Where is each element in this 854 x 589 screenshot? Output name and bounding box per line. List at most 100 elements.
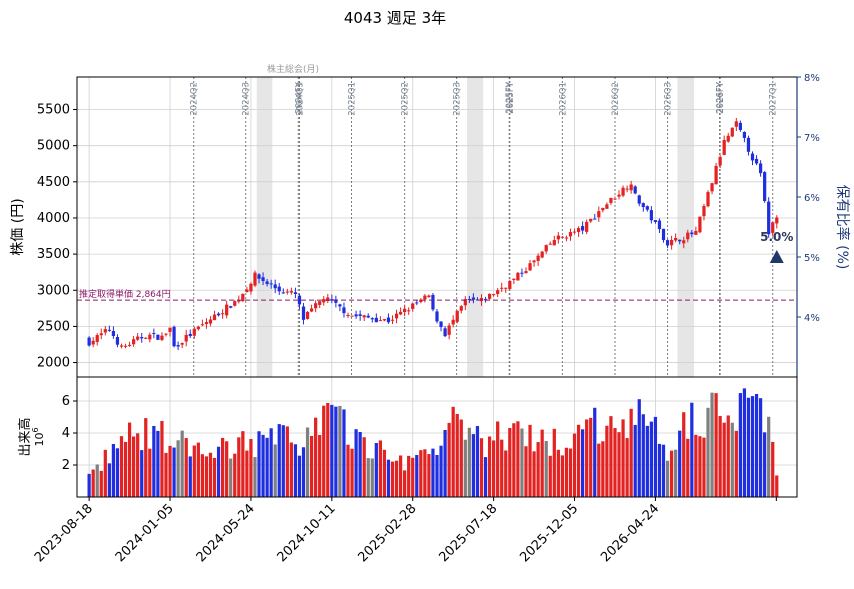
volume-bar (540, 429, 544, 497)
candle-body (314, 303, 318, 309)
volume-bar (669, 450, 674, 497)
candle-body (678, 239, 682, 242)
volume-bar (463, 439, 467, 497)
candle-body (722, 139, 726, 155)
volume-bar (180, 430, 184, 497)
candle-body (354, 314, 358, 317)
candle-body (423, 295, 427, 300)
volume-bar (560, 455, 565, 497)
volume-bar (706, 407, 710, 497)
volume-bar (188, 456, 192, 497)
candle-body (435, 311, 439, 322)
candle-body (496, 290, 500, 294)
candle-body (657, 220, 662, 230)
candle-body (763, 172, 767, 202)
volume-bar (152, 425, 156, 497)
volume-bar (568, 448, 573, 497)
candle-body (758, 163, 763, 174)
candle-body (164, 333, 168, 335)
candle-body (103, 329, 107, 333)
candle-body (754, 158, 759, 164)
volume-bar (221, 437, 225, 497)
y-tick-label: 4000 (37, 211, 70, 226)
volume-bar (269, 428, 273, 497)
volume-bar (176, 440, 180, 497)
candle-body (750, 153, 755, 161)
volume-bar (390, 461, 395, 497)
volume-bar (593, 407, 597, 497)
volume-bar (378, 440, 382, 497)
volume-bar (237, 437, 241, 497)
candle-body (621, 187, 625, 196)
volume-bar (536, 442, 540, 497)
candle-body (119, 345, 124, 347)
candle-body (516, 272, 520, 281)
volume-bar (245, 450, 249, 497)
volume-y-tick-label: 4 (62, 426, 70, 441)
volume-bar (216, 446, 221, 497)
y2-tick-label: 8% (804, 73, 820, 84)
candle-body (184, 334, 188, 342)
candle-body (229, 306, 233, 308)
volume-bar (763, 432, 767, 497)
candle-body (289, 291, 293, 293)
candle-body (237, 300, 241, 302)
volume-bar (556, 449, 560, 497)
volume-bar (678, 430, 682, 497)
candle-body (176, 345, 180, 347)
candle-body (225, 304, 229, 316)
candle-body (91, 340, 95, 345)
candle-body (653, 220, 658, 222)
candle-body (512, 278, 516, 280)
candle-body (374, 317, 378, 323)
candle-body (443, 328, 447, 337)
event-label: 2025FY (506, 81, 516, 114)
event-label: 2025Q2 (401, 82, 411, 116)
volume-bar (285, 426, 289, 497)
volume-bar (326, 402, 330, 497)
volume-bar (318, 434, 322, 497)
candle-body (625, 188, 629, 190)
volume-bar (253, 457, 257, 497)
candle-body (560, 236, 565, 238)
candle-body (508, 281, 512, 289)
volume-bar (694, 434, 698, 497)
volume-bar (293, 444, 298, 497)
volume-bar (641, 414, 645, 497)
candle-body (726, 135, 730, 142)
candle-body (305, 311, 310, 319)
candle-body (95, 335, 99, 342)
candle-body (714, 165, 718, 185)
y2-tick-label: 5% (804, 253, 820, 264)
candle-body (718, 156, 722, 166)
volume-bar (257, 431, 261, 497)
volume-bar (645, 425, 649, 497)
candle-body (180, 343, 184, 345)
volume-bar (281, 425, 285, 497)
volume-bar (127, 422, 132, 497)
volume-bar (156, 430, 160, 497)
candle-body (269, 283, 273, 285)
volume-panel-frame (76, 376, 798, 498)
candle-body (746, 137, 751, 152)
volume-bar (500, 439, 504, 497)
candle-body (285, 291, 289, 293)
candle-body (212, 314, 217, 321)
chart-title: 4043 週足 3年 (344, 9, 446, 27)
volume-bar (309, 435, 314, 497)
volume-bar (520, 428, 524, 497)
volume-bar (459, 419, 463, 497)
volume-bar (722, 422, 726, 497)
volume-bar (576, 424, 581, 497)
candle-body (277, 286, 281, 292)
y2-tick-label: 6% (804, 193, 820, 204)
volume-bar (649, 421, 653, 497)
candle-body (216, 313, 221, 316)
candle-body (233, 301, 237, 306)
holding-axis-label: 保有比率 (%) (834, 185, 851, 270)
volume-bar (617, 432, 621, 497)
volume-scale-label: 106 (31, 427, 46, 446)
volume-bar (144, 418, 148, 497)
candle-body (188, 333, 192, 336)
candle-body (540, 251, 544, 258)
